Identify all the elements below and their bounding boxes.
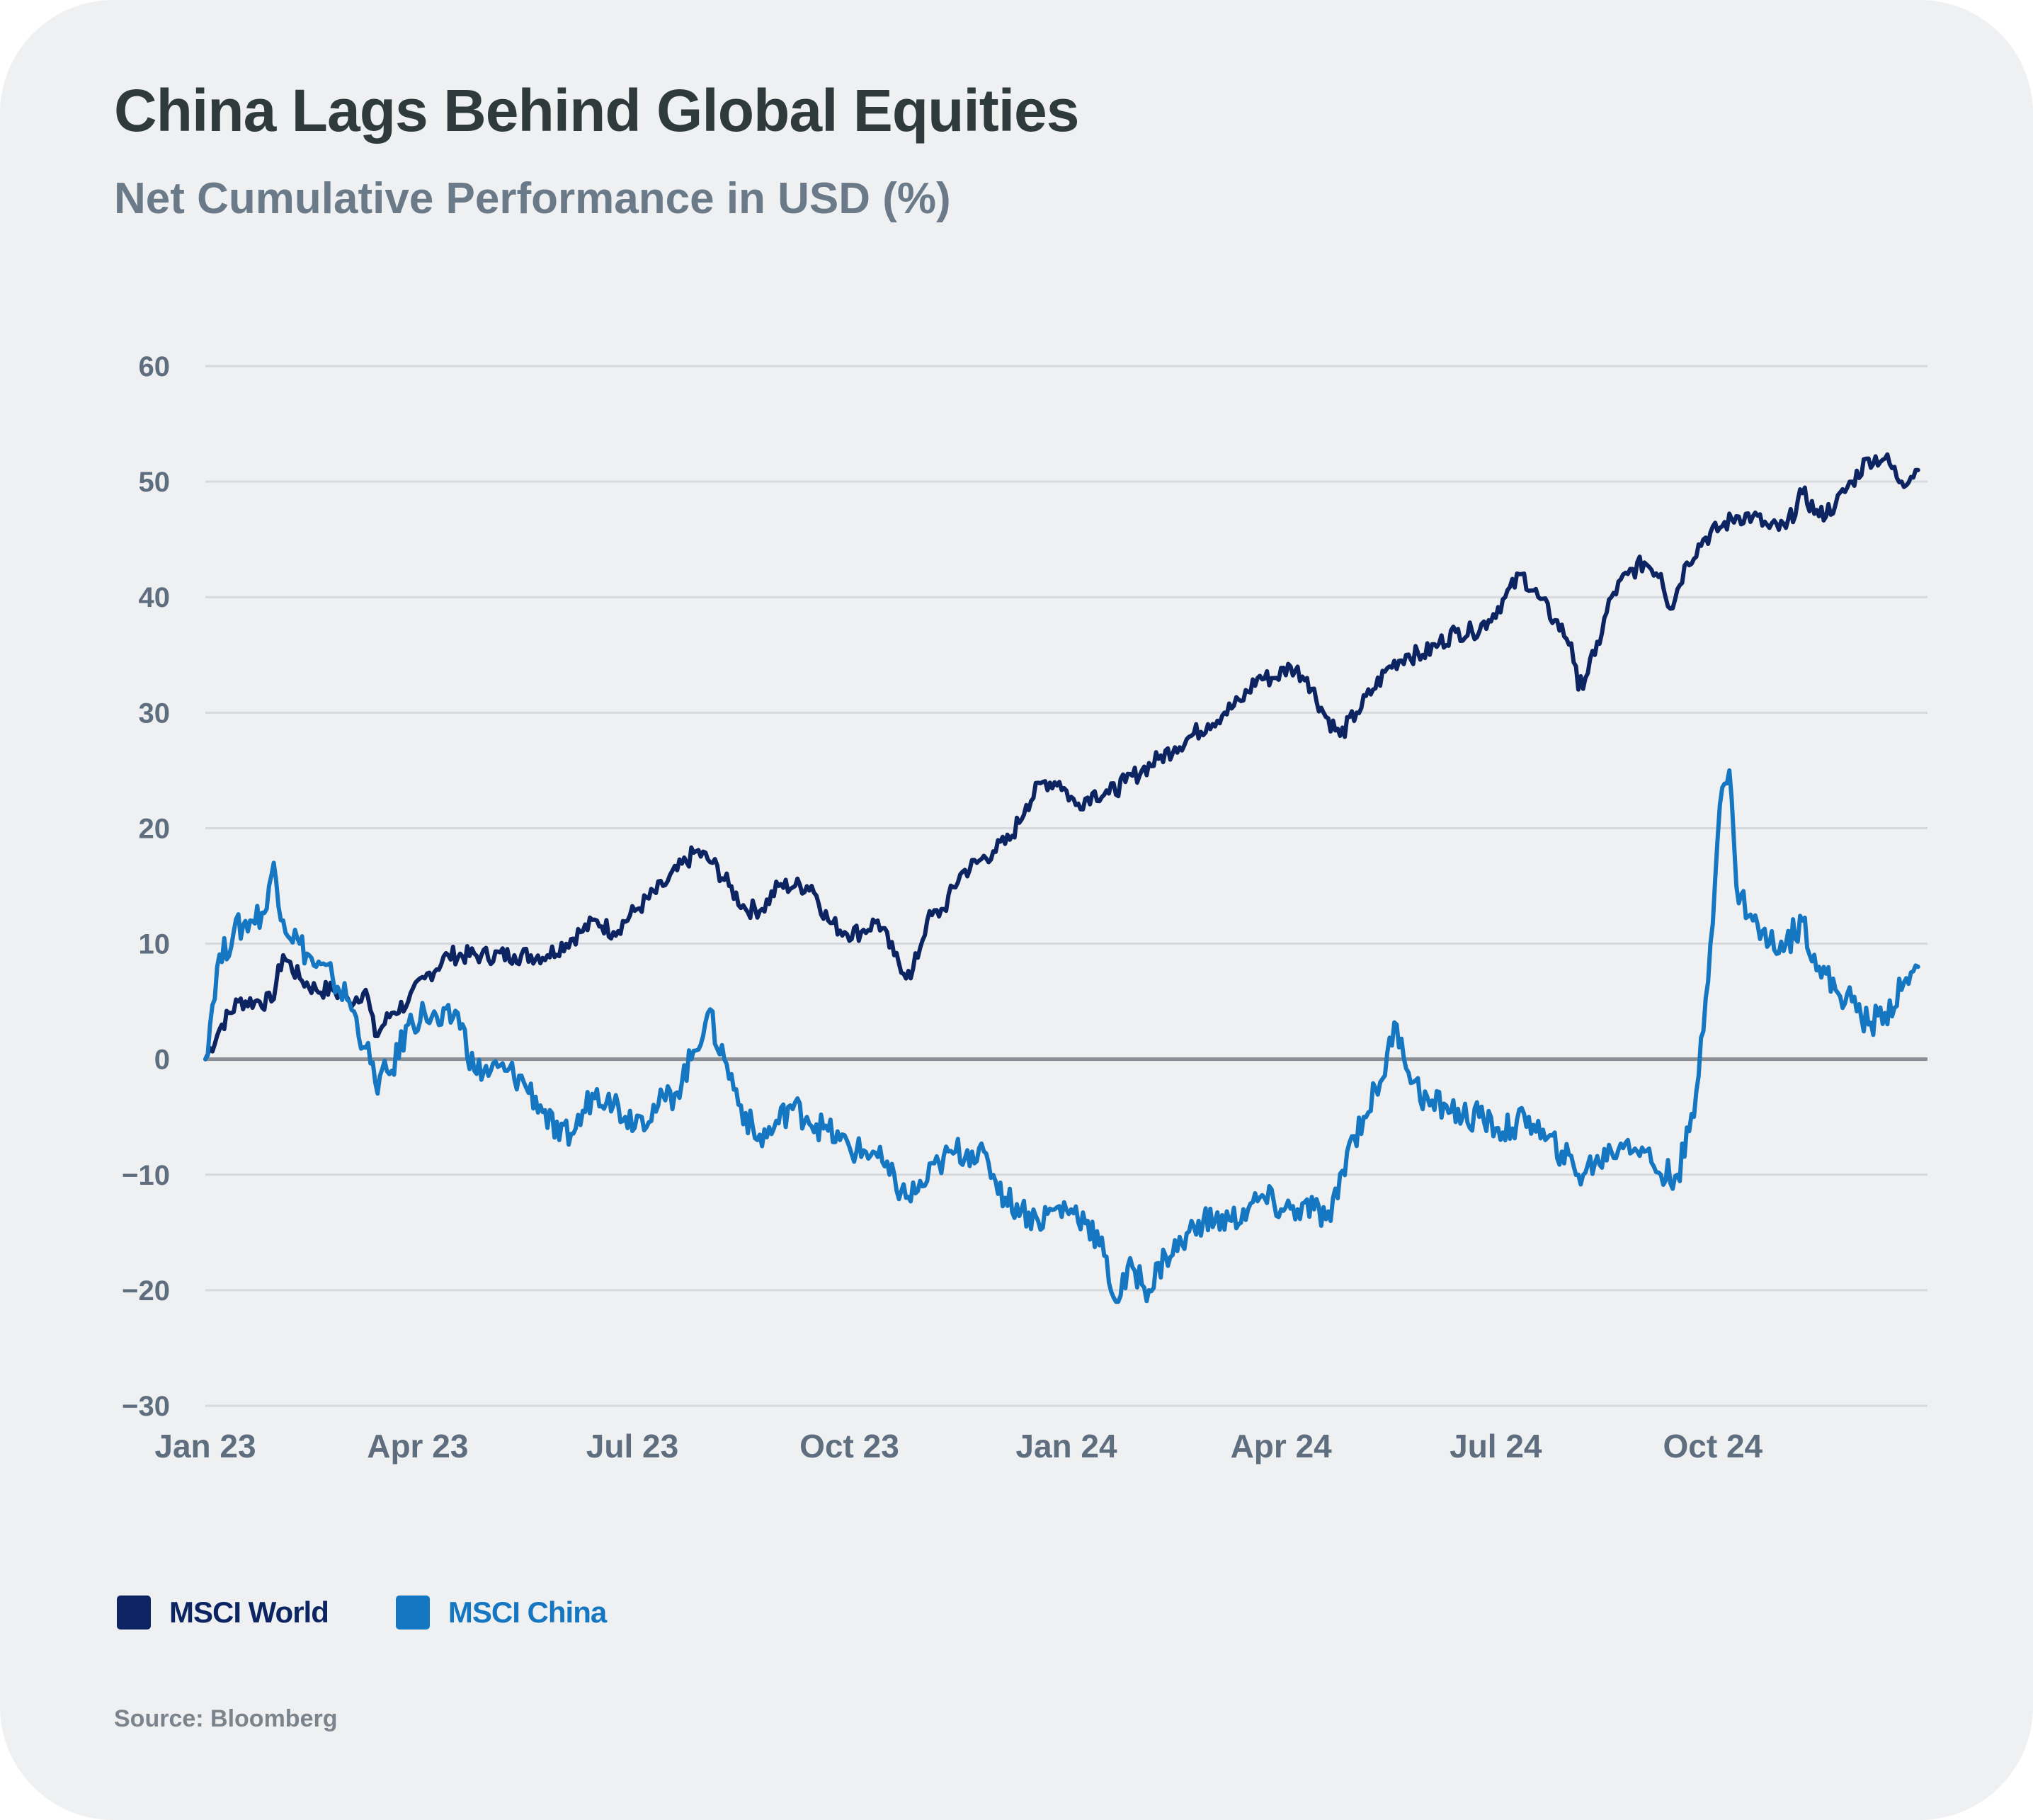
y-tick-label: 60 — [139, 351, 171, 382]
y-tick-label: 30 — [139, 698, 171, 729]
y-tick-label: 0 — [154, 1045, 170, 1076]
legend-swatch-msci-world — [117, 1596, 151, 1630]
y-tick-label: 50 — [139, 467, 171, 498]
legend-label-msci-world: MSCI World — [169, 1596, 329, 1629]
x-tick-label: Oct 23 — [799, 1428, 899, 1464]
gridlines — [205, 365, 1927, 1407]
chart-title: China Lags Behind Global Equities — [114, 77, 1079, 144]
chart-subtitle: Net Cumulative Performance in USD (%) — [114, 174, 951, 223]
y-tick-label: 40 — [139, 582, 171, 613]
x-tick-label: Oct 24 — [1663, 1428, 1763, 1464]
x-tick-label: Jul 23 — [586, 1428, 678, 1464]
x-axis-ticks: Jan 23 Apr 23 Jul 23 Oct 23 Jan 24 Apr 24 Jul … — [154, 1428, 1762, 1464]
legend-label-msci-china: MSCI China — [448, 1596, 607, 1629]
x-tick-label: Apr 24 — [1231, 1428, 1333, 1464]
x-tick-label: Jul 24 — [1450, 1428, 1542, 1464]
series-lines — [203, 452, 1920, 1304]
x-tick-label: Jan 24 — [1015, 1428, 1117, 1464]
legend-item-msci-world: MSCI World — [117, 1596, 329, 1630]
series-line-msci-china — [203, 768, 1920, 1304]
y-tick-label: −30 — [122, 1391, 170, 1422]
y-tick-label: −10 — [122, 1160, 170, 1191]
x-tick-label: Jan 23 — [154, 1428, 256, 1464]
source-note: Source: Bloomberg — [114, 1705, 338, 1732]
y-tick-label: −20 — [122, 1275, 170, 1307]
legend-swatch-msci-china — [395, 1596, 430, 1630]
y-axis-ticks: 60 50 40 30 20 10 0 −10 −20 −30 — [122, 351, 170, 1422]
y-tick-label: 20 — [139, 813, 171, 844]
legend-item-msci-china: MSCI China — [395, 1596, 607, 1630]
x-tick-label: Apr 23 — [367, 1428, 468, 1464]
series-line-msci-world — [203, 452, 1920, 1062]
y-tick-label: 10 — [139, 929, 171, 960]
legend: MSCI World MSCI China — [117, 1596, 673, 1630]
